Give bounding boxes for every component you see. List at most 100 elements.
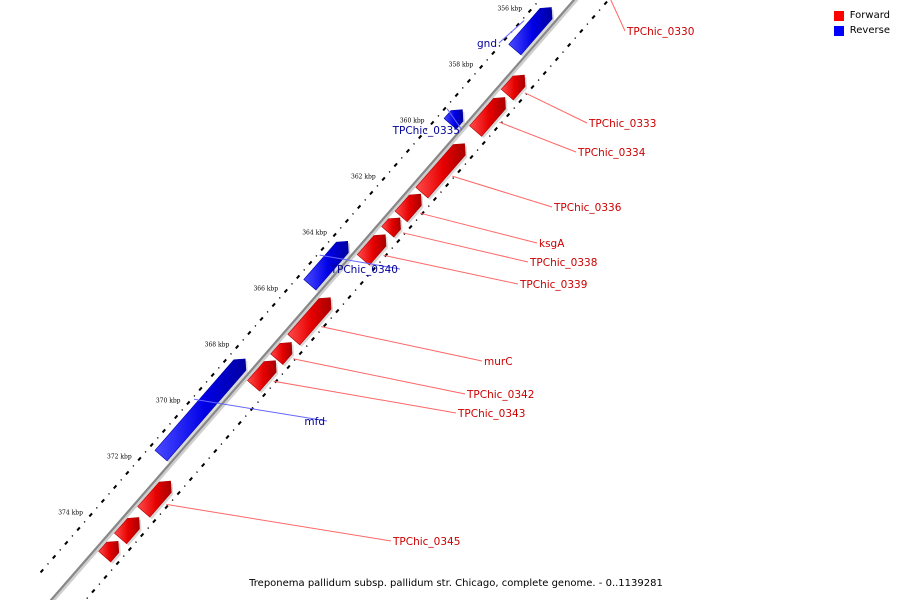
genome-caption: Treponema pallidum subsp. pallidum str. …	[249, 578, 663, 589]
tpchic-0336-gene[interactable]	[415, 143, 466, 199]
tpchic-0345-gene[interactable]	[137, 480, 172, 518]
scale-tick	[52, 554, 57, 560]
legend-item-reverse: Reverse	[833, 23, 890, 38]
scale-tick	[308, 260, 313, 266]
gene-label[interactable]: ksgA	[539, 238, 565, 250]
ruler-label: 366 kbp	[253, 286, 278, 293]
gene-label[interactable]: TPChic_0335	[392, 125, 460, 137]
scale-tick	[364, 199, 367, 201]
scale-tick	[449, 101, 452, 103]
scale-tick	[149, 442, 154, 448]
murc-gene[interactable]	[287, 297, 332, 346]
scale-tick	[120, 479, 123, 481]
gene-label[interactable]: TPChic_0334	[577, 147, 646, 159]
gene-label[interactable]: TPChic_0345	[392, 536, 460, 548]
scale-tick	[174, 414, 179, 420]
scale-tick	[220, 443, 223, 445]
gene-label[interactable]: TPChic_0343	[457, 408, 525, 420]
scale-tick	[506, 112, 511, 118]
gene-label[interactable]: mfd	[304, 416, 325, 428]
scale-tick	[147, 527, 150, 529]
scale-tick	[186, 400, 191, 406]
scale-tick	[344, 218, 349, 224]
scale-tick	[461, 87, 464, 89]
scale-tick	[513, 107, 516, 109]
scale-tick	[474, 73, 476, 75]
scale-tick	[140, 532, 145, 538]
scale-tick	[210, 372, 215, 378]
scale-tick	[549, 65, 552, 67]
scale-tick	[286, 364, 291, 370]
scale-tick	[405, 148, 410, 154]
scale-tick	[86, 597, 89, 599]
scale-tick	[400, 157, 403, 159]
mfd-gene[interactable]	[154, 358, 247, 462]
genome-backbone	[49, 0, 576, 600]
scale-tick	[135, 541, 137, 543]
scale-tick	[283, 288, 288, 294]
tpchic-0339-gene[interactable]	[356, 234, 387, 266]
ruler-label: 362 kbp	[351, 174, 376, 181]
scale-tick	[291, 283, 293, 285]
scale-tick	[262, 392, 267, 398]
unnamed-gene[interactable]	[98, 540, 120, 563]
scale-tick	[169, 423, 171, 425]
scale-tick	[152, 518, 157, 524]
gene-label[interactable]: TPChic_0333	[588, 118, 656, 130]
gene-leader-line	[273, 380, 457, 414]
gene-label[interactable]: TPChic_0336	[553, 202, 622, 214]
gene-leader-line	[383, 254, 519, 285]
scale-tick	[413, 143, 415, 145]
scale-tick	[415, 219, 418, 221]
ruler-label: 360 kbp	[400, 118, 425, 125]
gene-label[interactable]: TPChic_0330	[626, 26, 694, 38]
gene-label[interactable]: TPChic_0342	[466, 389, 534, 401]
scale-tick	[271, 302, 276, 308]
gnd-gene[interactable]	[508, 7, 553, 56]
gene-label[interactable]: TPChic_0340	[330, 264, 398, 276]
gene-leader-line	[402, 232, 529, 263]
scale-tick	[176, 490, 181, 496]
scale-tick	[554, 56, 559, 62]
scale-tick	[103, 574, 108, 580]
scale-tick	[144, 451, 147, 453]
scale-tick	[278, 297, 281, 299]
scale-tick	[213, 448, 218, 454]
scale-tick	[376, 185, 379, 187]
ksga-gene[interactable]	[394, 193, 422, 223]
scale-tick	[298, 350, 303, 356]
gene-label[interactable]: murC	[484, 356, 513, 368]
scale-tick	[76, 526, 81, 532]
scale-tick	[391, 247, 394, 249]
unnamed-gene[interactable]	[114, 517, 140, 545]
tpchic-0340-gene[interactable]	[303, 240, 349, 291]
scale-tick	[432, 196, 437, 202]
scale-tick	[518, 98, 523, 104]
legend-item-forward: Forward	[833, 8, 890, 23]
scale-tick	[498, 45, 501, 47]
scale-tick	[71, 535, 74, 537]
ruler-label: 374 kbp	[58, 510, 83, 517]
ruler-label: 372 kbp	[107, 454, 132, 461]
scale-tick	[491, 50, 496, 56]
scale-tick	[208, 457, 211, 459]
tpchic-0343-gene[interactable]	[247, 360, 277, 392]
tpchic-0338-gene[interactable]	[381, 217, 401, 238]
scale-tick	[342, 303, 345, 305]
tpchic-0334-gene[interactable]	[469, 97, 506, 137]
scale-tick	[188, 476, 193, 482]
scale-tick	[603, 0, 608, 6]
tpchic-0333-gene[interactable]	[500, 74, 526, 101]
scale-tick	[579, 28, 584, 34]
scale-tick	[515, 22, 520, 28]
scale-tick	[357, 204, 362, 210]
gene-label[interactable]: TPChic_0338	[529, 257, 597, 269]
ruler-label: 364 kbp	[302, 230, 327, 237]
scale-tick	[257, 401, 259, 403]
scale-tick	[39, 568, 44, 574]
gene-label[interactable]: TPChic_0339	[519, 279, 587, 291]
gene-label[interactable]: gnd	[477, 38, 497, 50]
scale-tick	[242, 339, 245, 341]
tpchic-0342-gene[interactable]	[270, 342, 293, 365]
scale-tick	[269, 387, 272, 389]
